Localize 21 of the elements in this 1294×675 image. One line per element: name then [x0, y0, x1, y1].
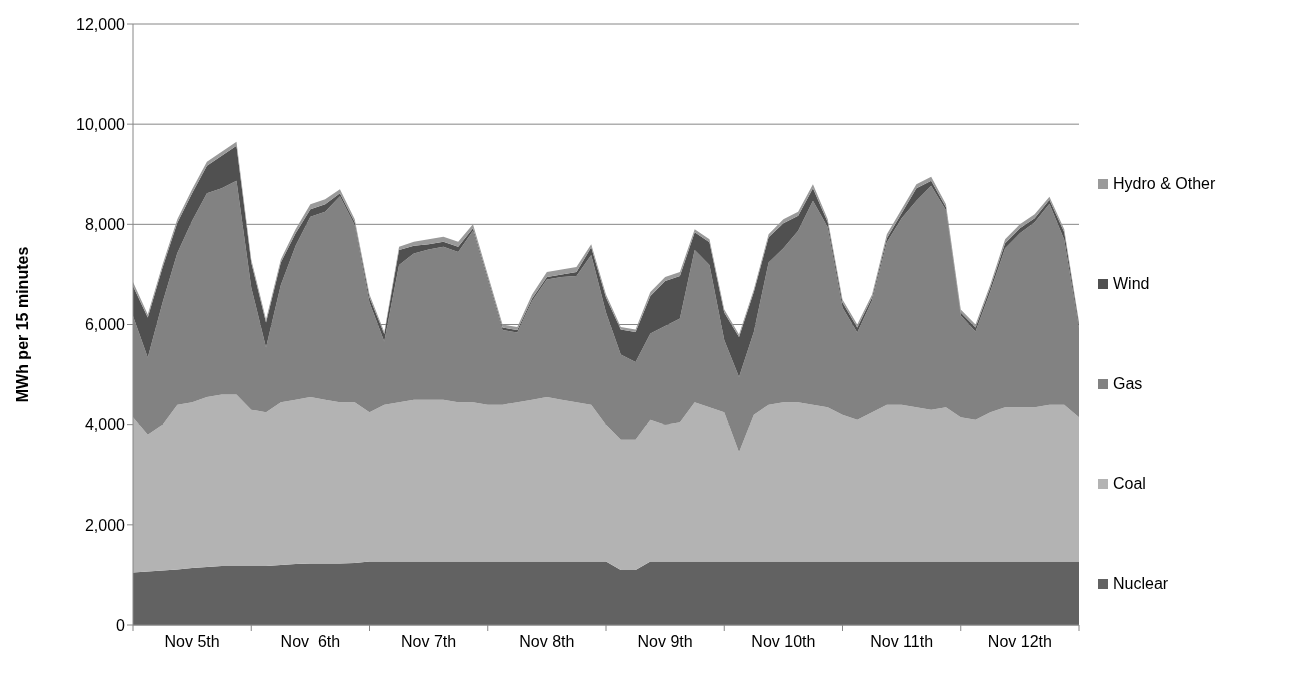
x-tick-label: Nov 9th [637, 633, 693, 650]
legend-label: Wind [1112, 274, 1151, 294]
y-tick-label: 8,000 [84, 216, 126, 234]
y-tick-label: 10,000 [76, 115, 126, 133]
x-tick-label: Nov 10th [751, 633, 816, 650]
x-tick-label: Nov 7th [401, 633, 457, 650]
legend-label: Gas [1112, 374, 1144, 394]
x-tick-label: Nov 6th [280, 633, 341, 650]
y-tick-label: 0 [116, 616, 126, 634]
y-tick-label: 2,000 [84, 516, 126, 534]
y-tick-label: 6,000 [84, 316, 126, 334]
legend-label: Coal [1112, 474, 1147, 494]
legend-label: Hydro & Other [1112, 174, 1216, 194]
y-axis-title: MWh per 15 minutes [13, 246, 31, 403]
x-tick-label: Nov 5th [164, 633, 220, 650]
x-tick-label: Nov 11th [870, 633, 934, 650]
y-tick-label: 12,000 [76, 15, 126, 33]
legend-label: Nuclear [1112, 574, 1170, 594]
x-tick-label: Nov 12th [987, 633, 1052, 650]
y-tick-label: 4,000 [84, 416, 126, 434]
x-tick-label: Nov 8th [519, 633, 575, 650]
